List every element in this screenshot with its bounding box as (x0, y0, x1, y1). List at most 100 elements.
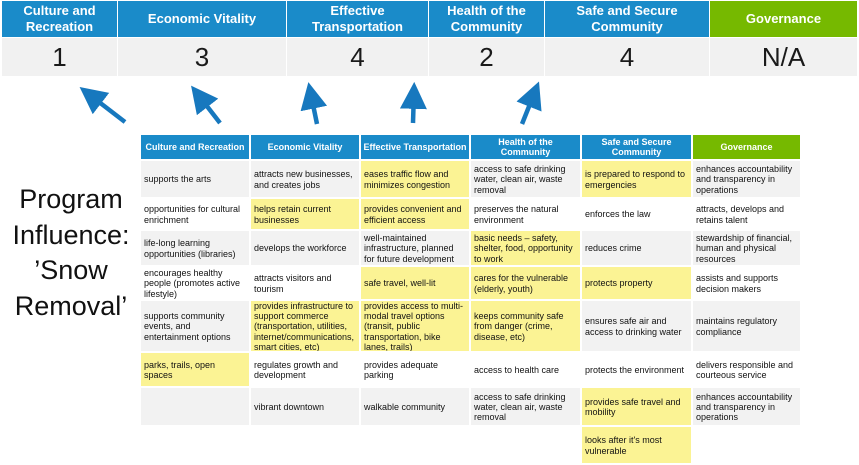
matrix-cell: basic needs – safety, shelter, food, opp… (471, 231, 582, 267)
matrix-cell-text: attracts visitors and tourism (254, 273, 332, 294)
matrix-cell-text: develops the workforce (254, 243, 347, 254)
priority-column: Culture and Recreation 1 (2, 1, 117, 76)
matrix-cell-text: attracts new businesses, and creates job… (254, 169, 353, 190)
matrix-cell-text: assists and supports decision makers (696, 273, 779, 294)
matrix-cell-text: encourages healthy people (promotes acti… (144, 268, 241, 299)
matrix-cell: maintains regulatory compliance (693, 301, 800, 353)
matrix-cell-text: stewardship of financial, human and phys… (696, 233, 793, 264)
priority-header: Effective Transportation (287, 1, 428, 37)
matrix-cell-text: provides safe travel and mobility (585, 396, 681, 417)
matrix-cell-text: access to health care (474, 364, 560, 375)
arrow-up-icon (399, 81, 427, 124)
matrix-cell: enforces the law (582, 199, 693, 231)
matrix-cell: provides infrastructure to support comme… (251, 301, 361, 353)
matrix-cell: stewardship of financial, human and phys… (693, 231, 800, 267)
priority-column: Economic Vitality 3 (118, 1, 286, 76)
matrix-cell-text: vibrant downtown (254, 401, 325, 412)
priority-header: Governance (710, 1, 857, 37)
matrix-header-cell: Culture and Recreation (141, 135, 251, 161)
matrix-cell (361, 427, 471, 465)
matrix-cell: protects the environment (582, 353, 693, 388)
matrix-cell: attracts visitors and tourism (251, 267, 361, 301)
matrix-cell-text: supports the arts (144, 174, 212, 185)
matrix-cell-text: life-long learning opportunities (librar… (144, 238, 236, 259)
matrix-cell-text: regulates growth and development (254, 359, 339, 380)
matrix-header-cell: Effective Transportation (361, 135, 471, 161)
matrix-cell (141, 388, 251, 427)
matrix-cell (471, 427, 582, 465)
priority-header: Economic Vitality (118, 1, 286, 37)
matrix-cell: provides safe travel and mobility (582, 388, 693, 427)
priority-header: Safe and Secure Community (545, 1, 709, 37)
matrix-cell-text: walkable community (364, 401, 446, 412)
matrix-cell: provides adequate parking (361, 353, 471, 388)
matrix-cell-text: enhances accountability and transparency… (696, 391, 793, 423)
priority-column: Effective Transportation 4 (287, 1, 428, 76)
matrix-cell: provides convenient and efficient access (361, 199, 471, 231)
priority-column: Governance N/A (710, 1, 857, 76)
matrix-header-cell: Governance (693, 135, 800, 161)
matrix-cell-text: opportunities for cultural enrichment (144, 204, 241, 225)
matrix-cell: walkable community (361, 388, 471, 427)
matrix-cell: attracts, develops and retains talent (693, 199, 800, 231)
matrix-cell: preserves the natural environment (471, 199, 582, 231)
matrix-cell: encourages healthy people (promotes acti… (141, 267, 251, 301)
priority-score: 2 (429, 38, 544, 76)
matrix-cell-text: enforces the law (585, 209, 651, 220)
matrix-cell: eases traffic flow and minimizes congest… (361, 161, 471, 199)
matrix-cell: enhances accountability and transparency… (693, 161, 800, 199)
matrix-cell-text: protects property (585, 278, 653, 289)
matrix-cell-text: access to safe drinking water, clean air… (474, 391, 566, 423)
matrix-cell-text: reduces crime (585, 243, 642, 254)
priority-column: Safe and Secure Community 4 (545, 1, 709, 76)
matrix-cell: assists and supports decision makers (693, 267, 800, 301)
matrix-cell-text: provides access to multi-modal travel op… (364, 301, 464, 352)
matrix-cell-text: ensures safe air and access to drinking … (585, 316, 682, 337)
matrix-cell: reduces crime (582, 231, 693, 267)
matrix-cell-text: preserves the natural environment (474, 204, 559, 225)
matrix-cell-text: eases traffic flow and minimizes congest… (364, 169, 451, 190)
matrix-cell-text: looks after it's most vulnerable (585, 435, 662, 456)
priority-score: 4 (545, 38, 709, 76)
matrix-cell: access to safe drinking water, clean air… (471, 161, 582, 199)
arrow-up-icon (516, 81, 542, 125)
matrix-cell: looks after it's most vulnerable (582, 427, 693, 465)
matrix-cell: access to health care (471, 353, 582, 388)
arrow-up-icon (300, 82, 328, 125)
matrix-cell-text: is prepared to respond to emergencies (585, 169, 686, 190)
priority-score: 3 (118, 38, 286, 76)
matrix-cell-text: protects the environment (585, 364, 685, 375)
matrix-cell: provides access to multi-modal travel op… (361, 301, 471, 353)
matrix-header-cell: Economic Vitality (251, 135, 361, 161)
matrix-cell-text: basic needs – safety, shelter, food, opp… (474, 233, 573, 264)
matrix-header-cell: Health of the Community (471, 135, 582, 161)
matrix-cell: safe travel, well-lit (361, 267, 471, 301)
matrix-cell-text: maintains regulatory compliance (696, 316, 778, 337)
arrow-up-icon (79, 87, 127, 124)
influence-matrix: Culture and Recreation Economic Vitality E… (141, 135, 800, 465)
matrix-cell-text: safe travel, well-lit (364, 278, 436, 289)
matrix-cell: supports the arts (141, 161, 251, 199)
priority-score: 1 (2, 38, 117, 76)
matrix-cell: supports community events, and entertain… (141, 301, 251, 353)
matrix-cell: is prepared to respond to emergencies (582, 161, 693, 199)
matrix-cell-text: provides infrastructure to support comme… (254, 301, 355, 352)
matrix-cell: ensures safe air and access to drinking … (582, 301, 693, 353)
matrix-cell (693, 427, 800, 465)
matrix-cell-text: keeps community safe from danger (crime,… (474, 311, 564, 342)
matrix-header-cell: Safe and Secure Community (582, 135, 693, 161)
priority-header: Culture and Recreation (2, 1, 117, 37)
matrix-cell: delivers responsible and courteous servi… (693, 353, 800, 388)
matrix-cell: life-long learning opportunities (librar… (141, 231, 251, 267)
priority-score: N/A (710, 38, 857, 76)
matrix-cell (141, 427, 251, 465)
matrix-cell-text: cares for the vulnerable (elderly, youth… (474, 273, 569, 294)
matrix-cell: protects property (582, 267, 693, 301)
matrix-cell-text: parks, trails, open spaces (144, 359, 216, 380)
matrix-cell: cares for the vulnerable (elderly, youth… (471, 267, 582, 301)
matrix-cell: vibrant downtown (251, 388, 361, 427)
priority-score: 4 (287, 38, 428, 76)
matrix-cell: helps retain current businesses (251, 199, 361, 231)
priority-header: Health of the Community (429, 1, 544, 37)
